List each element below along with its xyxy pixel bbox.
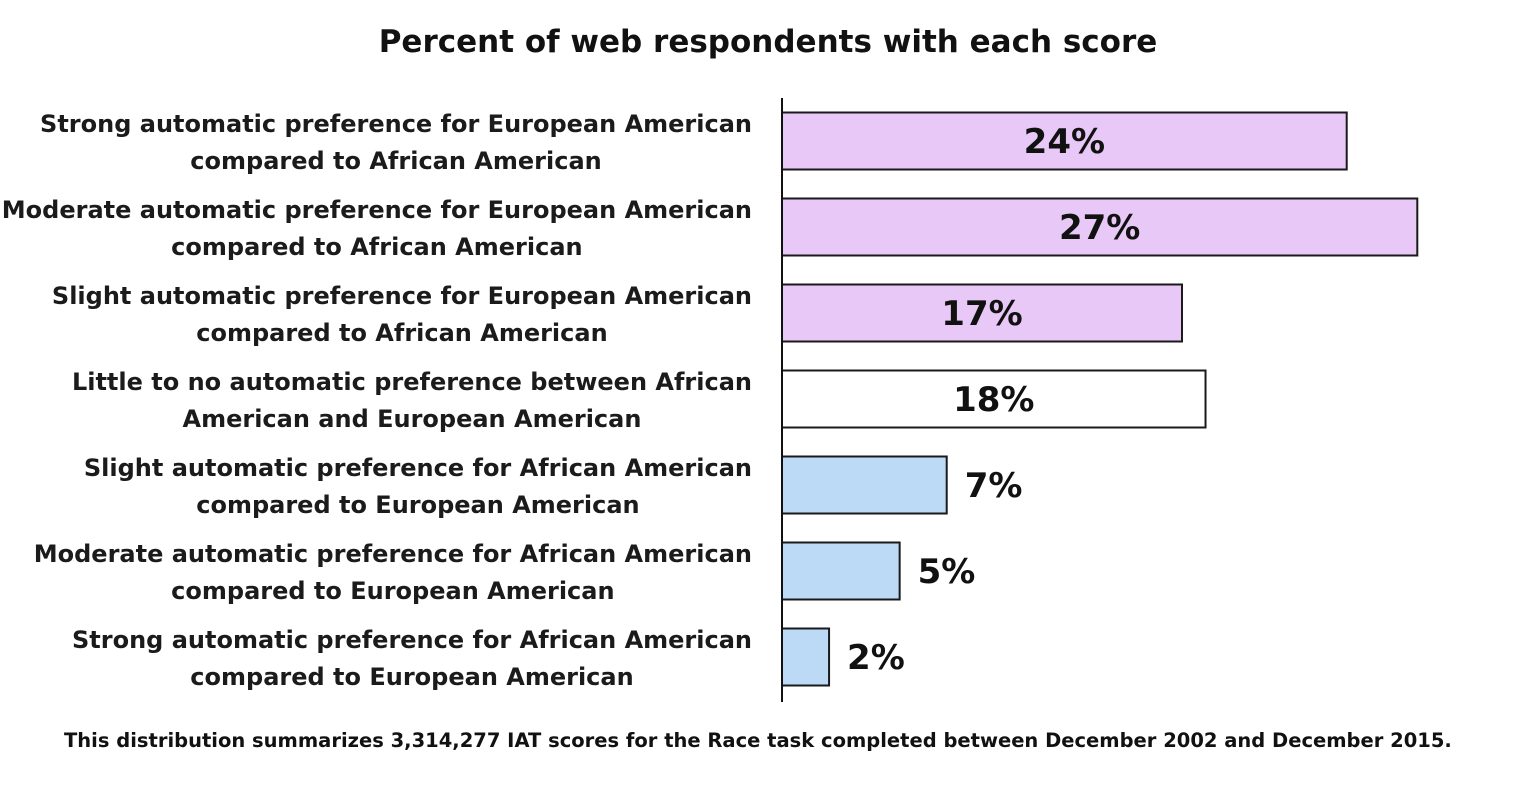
category-label-3: Slight automatic preference for European… (52, 282, 752, 347)
bar-1 (781, 111, 1348, 171)
category-label-line: American and European American (183, 405, 642, 433)
value-label-3: 17% (941, 294, 1022, 334)
value-label-4: 18% (953, 380, 1034, 420)
value-label-6: 5% (918, 552, 976, 592)
category-labels-group: Strong automatic preference for European… (2, 110, 752, 691)
bar-7 (781, 627, 831, 687)
bar-2 (781, 197, 1419, 257)
value-label-1: 24% (1024, 122, 1105, 162)
bar-6 (781, 541, 901, 601)
chart-title: Percent of web respondents with each sco… (379, 24, 1158, 60)
bar-3 (781, 283, 1183, 343)
bar-4 (781, 369, 1207, 429)
category-label-line: Slight automatic preference for European… (52, 282, 752, 310)
category-label-line: Strong automatic preference for European… (40, 110, 752, 138)
category-label-line: Moderate automatic preference for Europe… (2, 196, 752, 224)
category-label-line: compared to European American (196, 491, 639, 519)
category-label-4: Little to no automatic preference betwee… (72, 368, 752, 433)
category-label-line: compared to European American (171, 577, 614, 605)
category-label-7: Strong automatic preference for African … (72, 626, 752, 691)
category-label-1: Strong automatic preference for European… (40, 110, 752, 175)
bars-group (781, 111, 1419, 687)
category-label-5: Slight automatic preference for African … (84, 454, 752, 519)
category-label-line: compared to African American (190, 147, 601, 175)
category-label-line: Little to no automatic preference betwee… (72, 368, 752, 396)
value-labels-group: 24% 27% 17% 18% 7% 5% 2% (847, 122, 1140, 678)
chart-footnote: This distribution summarizes 3,314,277 I… (64, 729, 1452, 752)
category-label-line: Strong automatic preference for African … (72, 626, 752, 654)
category-label-2: Moderate automatic preference for Europe… (2, 196, 752, 261)
category-label-line: compared to African American (196, 319, 607, 347)
value-label-2: 27% (1059, 208, 1140, 248)
value-label-5: 7% (965, 466, 1023, 506)
category-label-line: compared to European American (190, 663, 633, 691)
category-label-6: Moderate automatic preference for Africa… (34, 540, 752, 605)
bar-5 (781, 455, 948, 515)
category-label-line: Slight automatic preference for African … (84, 454, 752, 482)
category-label-line: compared to African American (171, 233, 582, 261)
category-label-line: Moderate automatic preference for Africa… (34, 540, 752, 568)
value-label-7: 2% (847, 638, 905, 678)
